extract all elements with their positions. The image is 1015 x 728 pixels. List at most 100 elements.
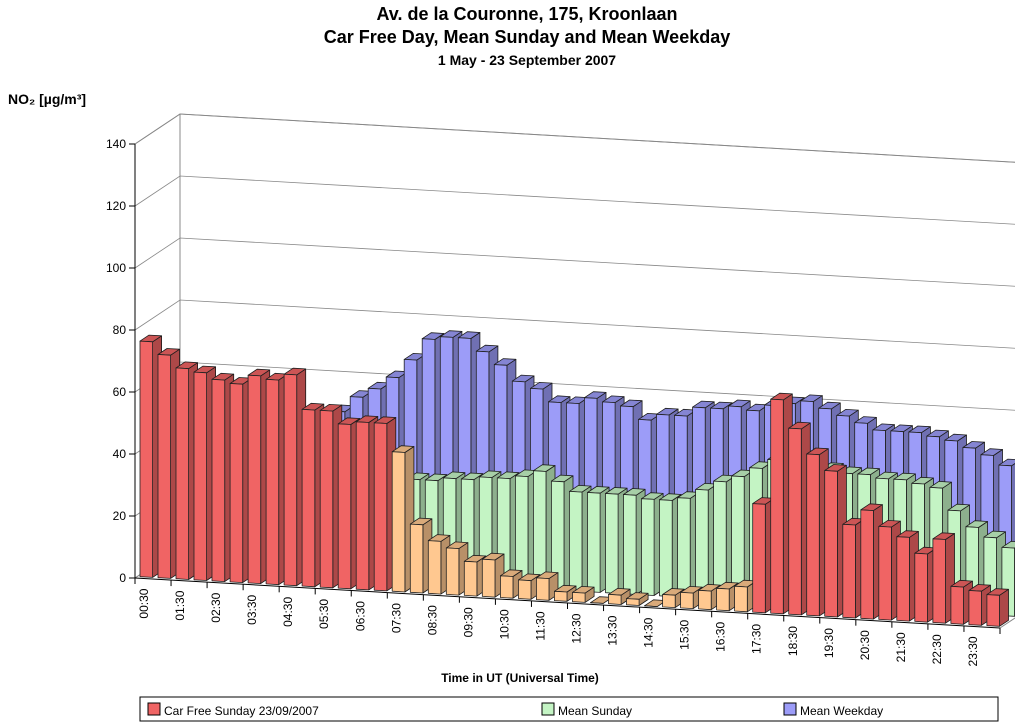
y-axis-title: NO₂ [µg/m³] <box>8 91 86 107</box>
legend-label: Mean Weekday <box>800 704 883 718</box>
bar <box>481 558 496 598</box>
x-tick-label: 09:30 <box>461 607 475 637</box>
bar <box>463 560 478 597</box>
x-tick-label: 17:30 <box>750 624 764 654</box>
bar <box>211 378 226 582</box>
bar <box>247 374 262 584</box>
bar <box>569 490 583 592</box>
bar <box>698 589 712 611</box>
y-tick-label: 120 <box>106 199 126 213</box>
chart-title: Av. de la Couronne, 175, Kroonlaan <box>376 4 677 24</box>
bar <box>608 594 622 605</box>
bar <box>193 371 208 581</box>
x-tick-label: 03:30 <box>245 594 259 624</box>
legend-label: Mean Sunday <box>558 704 632 718</box>
legend-swatch <box>147 702 161 716</box>
bar <box>605 493 619 594</box>
bar <box>932 538 946 624</box>
bar <box>337 423 352 590</box>
x-tick-label: 15:30 <box>678 619 692 649</box>
bar <box>536 577 550 601</box>
x-axis-title: Time in UT (Universal Time) <box>441 671 599 685</box>
bar <box>662 594 676 608</box>
x-tick-label: 22:30 <box>930 634 944 664</box>
bar <box>319 409 334 589</box>
bar <box>499 575 514 599</box>
x-tick-label: 05:30 <box>317 599 331 629</box>
bar <box>986 594 1000 627</box>
legend-swatch <box>541 702 555 716</box>
x-tick-label: 14:30 <box>642 617 656 647</box>
bar <box>713 480 727 601</box>
x-tick-label: 00:30 <box>137 588 151 618</box>
x-tick-label: 23:30 <box>966 636 980 666</box>
bar <box>659 499 673 597</box>
bar <box>157 354 172 579</box>
x-tick-label: 11:30 <box>533 611 547 640</box>
bar <box>391 451 406 593</box>
x-tick-label: 08:30 <box>425 605 439 635</box>
bar <box>968 590 982 626</box>
y-tick-label: 40 <box>113 447 127 461</box>
x-tick-label: 06:30 <box>353 601 367 631</box>
y-tick-label: 0 <box>119 571 126 585</box>
bar <box>626 598 640 606</box>
x-tick-label: 10:30 <box>497 609 511 639</box>
grid-line <box>134 299 1015 349</box>
x-tick-label: 04:30 <box>281 597 295 627</box>
bar <box>533 470 547 590</box>
bar <box>824 470 838 618</box>
bar <box>139 340 154 578</box>
bar <box>301 408 316 588</box>
bar <box>623 494 637 595</box>
y-tick-label: 100 <box>106 261 126 275</box>
y-tick-label: 20 <box>113 509 127 523</box>
grid-line <box>134 237 1015 287</box>
bar <box>806 453 820 617</box>
bar <box>752 503 766 614</box>
bar <box>641 498 655 596</box>
x-tick-label: 16:30 <box>714 622 728 652</box>
x-tick-label: 13:30 <box>606 615 620 645</box>
x-tick-label: 20:30 <box>858 630 872 660</box>
x-tick-label: 18:30 <box>786 626 800 656</box>
grid-line <box>134 113 1015 163</box>
bar <box>265 378 280 586</box>
bar <box>590 602 604 604</box>
bar <box>229 383 244 583</box>
bar <box>734 585 748 613</box>
bar <box>445 547 460 596</box>
bar <box>677 497 691 598</box>
y-tick-label: 60 <box>113 385 127 399</box>
bar <box>175 367 190 580</box>
bar <box>914 552 928 623</box>
bar <box>283 373 298 587</box>
bar <box>644 605 658 607</box>
bar <box>409 523 424 594</box>
bar <box>587 492 601 593</box>
x-tick-label: 19:30 <box>822 628 836 658</box>
bar <box>518 579 532 600</box>
bar <box>355 421 370 591</box>
y-tick-label: 140 <box>106 137 126 151</box>
bar <box>788 427 802 616</box>
x-tick-label: 12:30 <box>570 613 584 643</box>
chart-subtitle: Car Free Day, Mean Sunday and Mean Weekd… <box>324 27 730 47</box>
legend-swatch <box>783 702 797 716</box>
y-tick-label: 80 <box>113 323 127 337</box>
x-tick-label: 07:30 <box>389 603 403 633</box>
x-tick-label: 02:30 <box>209 592 223 622</box>
bar <box>770 398 784 615</box>
x-tick-label: 21:30 <box>894 632 908 662</box>
bar <box>695 488 709 599</box>
bar <box>373 422 388 592</box>
bar <box>842 523 856 619</box>
bar <box>427 540 442 595</box>
bar <box>878 526 892 621</box>
legend-label: Car Free Sunday 23/09/2007 <box>164 704 319 718</box>
legend-box <box>139 696 999 722</box>
x-tick-label: 01:30 <box>173 590 187 620</box>
grid-line <box>134 175 1015 225</box>
bar <box>950 585 964 625</box>
